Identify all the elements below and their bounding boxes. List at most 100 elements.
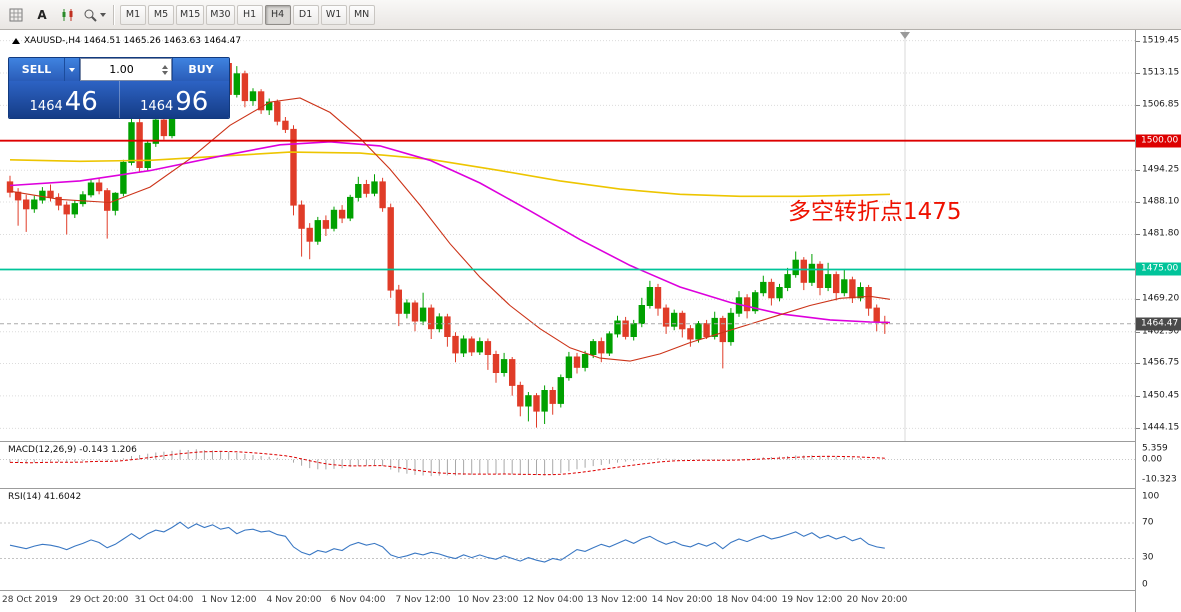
axis-tick-mark [1136, 234, 1140, 236]
price-tick-label: 1488.10 [1142, 196, 1180, 207]
macd-signal-line [9, 450, 885, 476]
chevron-down-icon [69, 67, 75, 72]
volume-input[interactable]: 1.00 [80, 58, 172, 81]
zoom-dropdown-icon[interactable] [82, 3, 107, 27]
macd-axis-label: -10.323 [1142, 474, 1177, 485]
axis-tick-mark [1136, 331, 1140, 333]
timeframe-button-m1[interactable]: M1 [120, 4, 146, 25]
hline-price-label: 1475.00 [1136, 262, 1181, 276]
price-tick-label: 1513.15 [1142, 67, 1180, 78]
time-axis-label: 31 Oct 04:00 [134, 595, 194, 605]
sell-price-pips: 46 [64, 87, 98, 117]
axis-tick-mark [1136, 363, 1140, 365]
rsi-axis-label: 30 [1142, 552, 1154, 563]
timeframe-button-d1[interactable]: D1 [292, 4, 319, 25]
sell-dropdown-button[interactable] [65, 58, 80, 81]
timeframe-button-m30[interactable]: M30 [206, 4, 235, 25]
time-axis-label: 4 Nov 20:00 [266, 595, 322, 605]
price-axis[interactable]: 1519.45 1513.15 1506.85 1494.25 1488.10 1481.… [1136, 30, 1181, 612]
toolbar-separator [113, 4, 114, 25]
buy-price-pips: 96 [175, 87, 209, 117]
time-axis-label: 12 Nov 04:00 [522, 595, 584, 605]
axis-tick-mark [1136, 73, 1140, 74]
font-icon[interactable]: A [37, 7, 47, 22]
time-axis-label: 7 Nov 12:00 [395, 595, 451, 605]
axis-tick-mark [1136, 170, 1140, 172]
rsi-line [9, 521, 885, 563]
macd-axis-label: 5.359 [1142, 443, 1168, 454]
buy-price-main: 1464 [140, 99, 174, 114]
rsi-axis-label: 0 [1142, 579, 1148, 590]
ma-fast-red [9, 97, 891, 362]
price-tick-label: 1494.25 [1142, 164, 1180, 175]
tick-chart-icon[interactable] [4, 3, 28, 27]
candlestick-chart-icon[interactable] [56, 3, 80, 27]
price-tick-label: 1506.85 [1142, 99, 1180, 110]
price-divider [118, 81, 120, 118]
volume-decrease-button[interactable] [162, 70, 168, 75]
price-tick-label: 1469.20 [1142, 293, 1180, 304]
buy-button[interactable]: BUY [172, 58, 229, 81]
macd-axis-label: 0.00 [1142, 454, 1163, 464]
time-axis-label: 29 Oct 20:00 [69, 595, 129, 605]
time-axis-label: 28 Oct 2019 [2, 595, 58, 605]
toolbar: A M1 M5 M15 M30 H1 H4 D1 W1 MN [0, 0, 1181, 30]
axis-tick-mark [1136, 395, 1140, 397]
rsi-axis-label: 70 [1142, 517, 1154, 528]
timeframe-button-m15[interactable]: M15 [176, 4, 205, 25]
buy-price-display[interactable]: 1464 96 [120, 81, 230, 118]
axis-tick-mark [1136, 105, 1140, 107]
time-axis-label: 10 Nov 23:00 [457, 595, 519, 605]
time-axis-label: 1 Nov 12:00 [201, 595, 257, 605]
panel-separator[interactable] [0, 590, 1181, 591]
time-axis-label: 20 Nov 20:00 [846, 595, 908, 605]
axis-tick-mark [1136, 299, 1140, 301]
hline-price-label: 1500.00 [1136, 134, 1181, 148]
ma-mid-magenta [9, 140, 891, 324]
ma-slow-yellow [9, 151, 891, 198]
timeframe-button-mn[interactable]: MN [348, 4, 375, 25]
rsi-label: RSI(14) 41.6042 [8, 492, 82, 502]
price-tick-label: 1481.80 [1142, 228, 1180, 239]
macd-panel-canvas[interactable] [0, 442, 1135, 488]
price-tick-label: 1462.90 [1142, 326, 1180, 337]
chart-shift-marker [900, 32, 910, 39]
volume-value: 1.00 [109, 63, 134, 76]
rsi-axis-label: 100 [1142, 491, 1160, 501]
price-tick-label: 1450.45 [1142, 390, 1180, 401]
time-axis-label: 13 Nov 12:00 [586, 595, 648, 605]
timeframe-button-m5[interactable]: M5 [148, 4, 174, 25]
rsi-panel-canvas[interactable] [0, 489, 1135, 590]
timeframe-button-w1[interactable]: W1 [320, 4, 347, 25]
volume-steppers [162, 64, 171, 75]
time-axis[interactable]: 28 Oct 2019 29 Oct 20:00 31 Oct 04:00 1 Nov… [0, 591, 1135, 612]
price-tick-label: 1444.15 [1142, 422, 1180, 433]
chevron-down-icon [100, 12, 106, 17]
sell-price-main: 1464 [29, 99, 63, 114]
symbol-ohlc-text: XAUUSD-,H4 1464.51 1465.26 1463.63 1464.… [24, 36, 242, 46]
axis-tick-mark [1136, 428, 1140, 430]
chart-annotation-text[interactable]: 多空转折点1475 [788, 199, 962, 225]
volume-increase-button[interactable] [162, 64, 168, 69]
time-axis-label: 18 Nov 04:00 [716, 595, 778, 605]
time-axis-label: 14 Nov 20:00 [651, 595, 713, 605]
price-axis-border [1135, 30, 1136, 612]
panel-separator[interactable] [0, 488, 1181, 489]
macd-label: MACD(12,26,9) -0.143 1.206 [8, 445, 137, 455]
candlesticks [6, 57, 888, 428]
sell-button[interactable]: SELL [9, 58, 65, 81]
price-tick-label: 1519.45 [1142, 35, 1180, 46]
panel-separator[interactable] [0, 441, 1181, 442]
price-tick-label: 1456.75 [1142, 357, 1180, 368]
timeframe-button-h1[interactable]: H1 [236, 4, 263, 25]
main-chart-canvas[interactable] [0, 30, 1135, 441]
timeframe-toolbar: M1 M5 M15 M30 H1 H4 D1 W1 MN [119, 4, 376, 25]
one-click-trading-panel: SELL 1.00 BUY 1464 46 1464 96 [8, 57, 230, 119]
timeframe-button-h4[interactable]: H4 [264, 4, 291, 25]
time-axis-label: 6 Nov 04:00 [330, 595, 386, 605]
sell-price-display[interactable]: 1464 46 [9, 81, 119, 118]
axis-tick-mark [1136, 202, 1140, 203]
current-price-label: 1464.47 [1136, 317, 1181, 331]
chart-header: XAUUSD-,H4 1464.51 1465.26 1463.63 1464.… [12, 36, 241, 46]
